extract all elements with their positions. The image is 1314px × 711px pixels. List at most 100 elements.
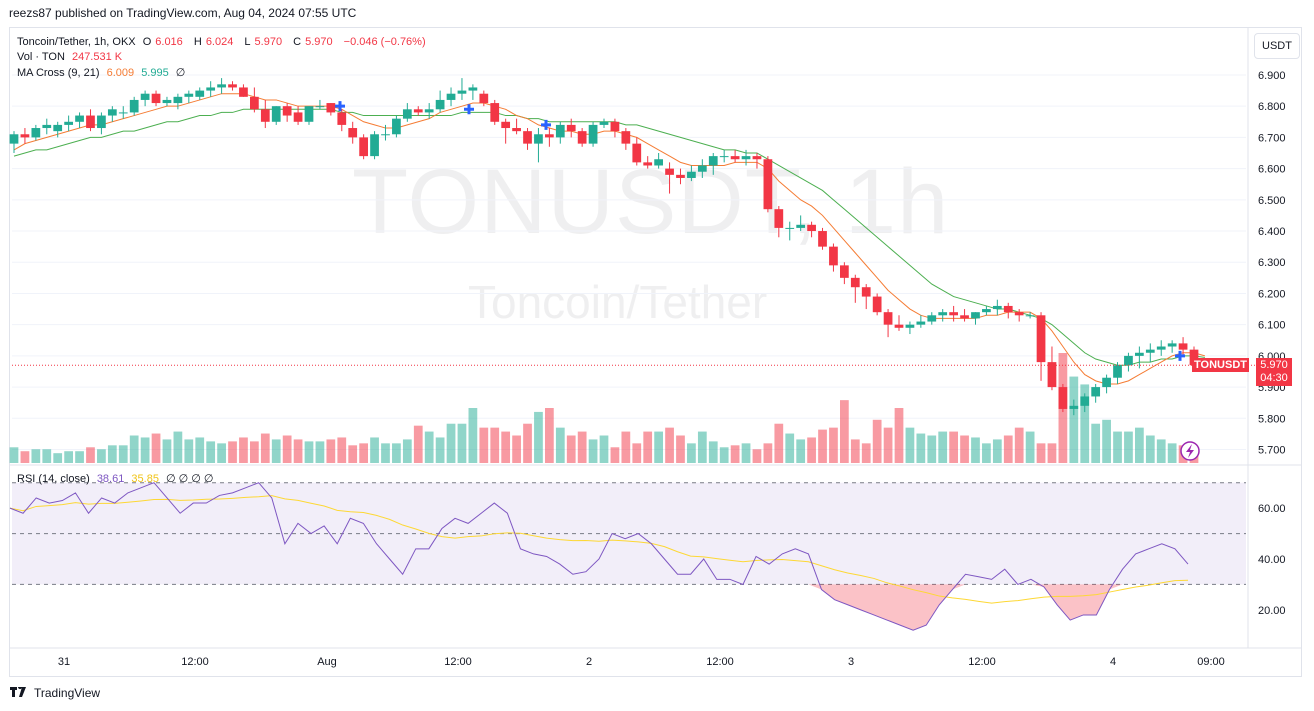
candle-body [785,227,795,229]
candle-body [413,109,423,113]
brand-name: TradingView [34,686,101,700]
bar-countdown: 04:30 [1260,372,1288,384]
volume-bar [632,443,642,463]
candle-body [719,156,729,158]
candle-body [545,134,554,138]
candle-body [1178,343,1188,350]
ma-cross-marker [541,119,551,130]
footer-brand: TradingView [10,686,100,700]
candle-body [348,128,358,138]
candle-body [1036,315,1046,363]
time-tick-label: 12:00 [968,656,996,668]
ma-cross-label[interactable]: MA Cross (9, 21) [17,67,100,79]
volume-bar [1124,431,1133,463]
volume-bar [1025,431,1035,463]
candle-body [184,93,194,97]
ma-cross-marker [335,101,345,112]
volume-bar [763,443,773,463]
volume-bar [129,435,139,463]
legend-ma-cross: MA Cross (9, 21) 6.009 5.995 ∅ [17,66,189,81]
volume-bar [75,451,84,463]
candle-body [75,115,84,122]
candle-body [1091,387,1101,397]
volume-bar [140,437,150,463]
volume-bar [260,433,270,463]
volume-bar [949,431,958,463]
price-tick-label: 6.100 [1258,320,1286,332]
high-value: 6.024 [205,36,234,48]
volume-bar [829,427,838,463]
volume-bar [555,427,565,463]
open-value: 6.016 [155,36,183,48]
candle-body [129,99,139,113]
volume-bar [446,423,456,463]
candle-body [938,312,948,316]
volume-bar [796,439,806,463]
volume-bar [1069,376,1079,463]
volume-bar [107,445,117,463]
volume-bar [1135,427,1144,463]
rsi-value: 38.61 [96,473,125,485]
volume-bar [807,437,816,463]
volume-bar [741,443,751,463]
candle-body [588,124,598,144]
ma-slow-line [13,108,1205,366]
price-tick-label: 6.300 [1258,257,1286,269]
candle-body [195,90,205,97]
volume-bar [86,447,95,463]
candle-body [708,156,718,166]
volume-bar [687,443,696,463]
volume-bar [566,435,576,463]
candle-body [982,309,991,313]
volume-bar [1047,443,1057,463]
volume-bar [938,431,948,463]
rsi-ma-value: 35.85 [131,473,159,485]
candle-body [457,90,467,94]
volume-label[interactable]: Vol · TON [17,51,65,63]
volume-bar [545,408,554,463]
volume-bar [643,431,653,463]
volume-bar [173,431,183,463]
currency-unit-button[interactable]: USDT [1254,33,1300,59]
chart-frame[interactable] [9,27,1302,677]
candle-body [1069,405,1079,409]
price-tick-label: 6.700 [1258,132,1286,144]
volume-bar [1080,384,1090,463]
volume-bar [381,443,390,463]
volume-bar [512,435,521,463]
candle-body [916,321,926,325]
candle-body [687,171,696,178]
candle-body [1102,377,1111,388]
time-tick-label: 2 [586,656,592,668]
volume-bar [413,425,423,463]
tradingview-logo-icon [10,687,26,697]
candle-body [402,109,412,119]
candle-body [1135,352,1144,356]
candle-body [446,93,456,100]
candle-body [86,115,95,129]
candle-body [239,87,248,97]
candle-body [905,324,915,328]
volume-bar [599,435,609,463]
volume-bar [774,423,784,463]
volume-bar [64,451,73,463]
candle-body [840,265,849,278]
candle-body [293,112,303,122]
candle-body [512,128,521,132]
watermark-name: Toncoin/Tether [468,276,768,328]
candle-body [359,137,368,157]
ma-cross-marker [464,104,474,115]
published-info: reezs87 published on TradingView.com, Au… [9,6,357,20]
time-tick-label: 09:00 [1197,656,1225,668]
candle-body [260,109,270,122]
candle-body [370,134,379,157]
legend-symbol[interactable]: Toncoin/Tether, 1h, OKX [17,36,136,48]
rsi-label[interactable]: RSI (14, close) [17,473,90,485]
last-price-badge: 5.970 04:30 [1256,358,1292,386]
candle-body [151,93,161,104]
rsi-tick-label: 40.00 [1258,554,1286,566]
candle-body [97,115,106,129]
candle-body [621,131,631,144]
volume-bar [992,439,1002,463]
